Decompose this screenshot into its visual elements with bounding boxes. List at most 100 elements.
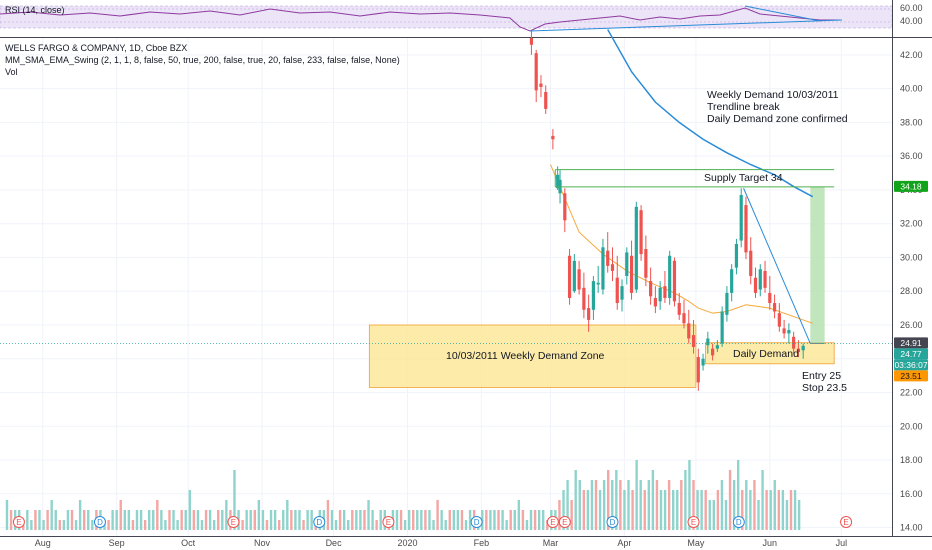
volume-bar [196, 510, 200, 530]
y-tick-label: 16.00 [900, 489, 923, 499]
candle-body [634, 206, 638, 290]
volume-bar [135, 510, 139, 530]
candle-body [644, 249, 648, 278]
earnings-marker[interactable]: E [12, 516, 25, 528]
volume-bar [716, 490, 720, 530]
volume-bar [590, 480, 594, 530]
candle-body [763, 270, 767, 288]
candle-body [567, 255, 572, 298]
candle-body [787, 330, 791, 334]
candle-body [672, 260, 677, 302]
dividend-marker[interactable]: D [606, 516, 619, 528]
volume-bar [180, 510, 183, 530]
volume-bar [379, 510, 382, 530]
candle-body [801, 345, 805, 351]
event-circle [840, 516, 853, 528]
volume-bar [269, 510, 273, 530]
event-label: D [474, 518, 480, 527]
candle-body [582, 287, 586, 310]
candle-body [620, 286, 624, 300]
volume-bar [708, 500, 711, 530]
dividend-marker[interactable]: D [470, 516, 483, 528]
earnings-marker[interactable]: E [227, 516, 240, 528]
volume-bar [306, 510, 309, 530]
event-circle [558, 516, 571, 528]
earnings-marker[interactable]: E [546, 516, 559, 528]
volume-bar [728, 470, 732, 530]
earnings-marker[interactable]: E [840, 516, 853, 528]
volume-bar [298, 510, 301, 530]
volume-bar [765, 490, 768, 530]
volume-bar [355, 510, 358, 530]
volume-bar [188, 490, 191, 530]
volume-bar [598, 490, 602, 530]
volume-bar [208, 510, 212, 530]
earnings-marker[interactable]: E [382, 516, 395, 528]
volume-bar [493, 510, 496, 530]
volume-bar [127, 510, 131, 530]
drawing-lines [0, 169, 892, 344]
candle-body [715, 345, 719, 349]
event-label: D [97, 518, 103, 527]
volume-bar [558, 500, 561, 530]
dividend-marker[interactable]: D [93, 516, 106, 528]
volume-bar [290, 510, 293, 530]
volume-bar [139, 510, 143, 530]
volume-bar [184, 510, 187, 530]
volume-bar [233, 470, 236, 530]
volume-bar [46, 510, 49, 530]
candle-body [563, 193, 567, 221]
candle-body [663, 286, 667, 298]
candle-body [606, 250, 610, 266]
sma50-line [550, 164, 813, 324]
x-tick-label: Mar [543, 538, 559, 548]
volume-bar [91, 520, 94, 530]
rsi-tick-40: 40.00 [900, 16, 923, 26]
candle-body [720, 311, 724, 344]
volume-bar [505, 520, 508, 530]
volume-bar [432, 520, 435, 530]
volume-bar [680, 480, 683, 530]
volume-bar [517, 500, 521, 530]
volume-bar [286, 500, 289, 530]
x-tick-label: Aug [35, 538, 51, 548]
volume-bar [371, 510, 374, 530]
volume-bar [497, 510, 500, 530]
volume-bar [529, 510, 533, 530]
volume-bar [684, 470, 687, 530]
candle-body [601, 247, 605, 290]
volume-bar [607, 470, 610, 530]
candle-body [687, 323, 691, 339]
volume-bar [58, 520, 62, 530]
volume-bar [623, 490, 626, 530]
volume-bar [200, 520, 204, 530]
volume-bar [338, 510, 342, 530]
volume-bar [66, 510, 70, 530]
volume-bar [436, 500, 439, 530]
dividend-marker[interactable]: D [313, 516, 326, 528]
volume-bar [611, 480, 614, 530]
indicator-line: MM_SMA_EMA_Swing (2, 1, 1, 8, false, 50,… [5, 55, 400, 65]
volume-bar [485, 510, 488, 530]
volume-bar [688, 460, 691, 530]
volume-bar [745, 480, 748, 530]
event-circle [382, 516, 395, 528]
candle-body [753, 277, 758, 293]
volume-bar [424, 510, 427, 530]
candle-body [596, 282, 600, 285]
volume-bar [221, 510, 224, 530]
volume-bar [797, 500, 801, 530]
earnings-marker[interactable]: E [558, 516, 571, 528]
entry-label: Entry 25 [802, 370, 841, 382]
volume-bar [412, 510, 415, 530]
dividend-marker[interactable]: D [732, 516, 745, 528]
volume-bar [582, 490, 586, 530]
earnings-marker[interactable]: E [687, 516, 700, 528]
y-tick-label: 22.00 [900, 388, 923, 398]
price-tag [894, 180, 928, 192]
volume-bar [212, 520, 216, 530]
volume-bar [82, 510, 86, 530]
